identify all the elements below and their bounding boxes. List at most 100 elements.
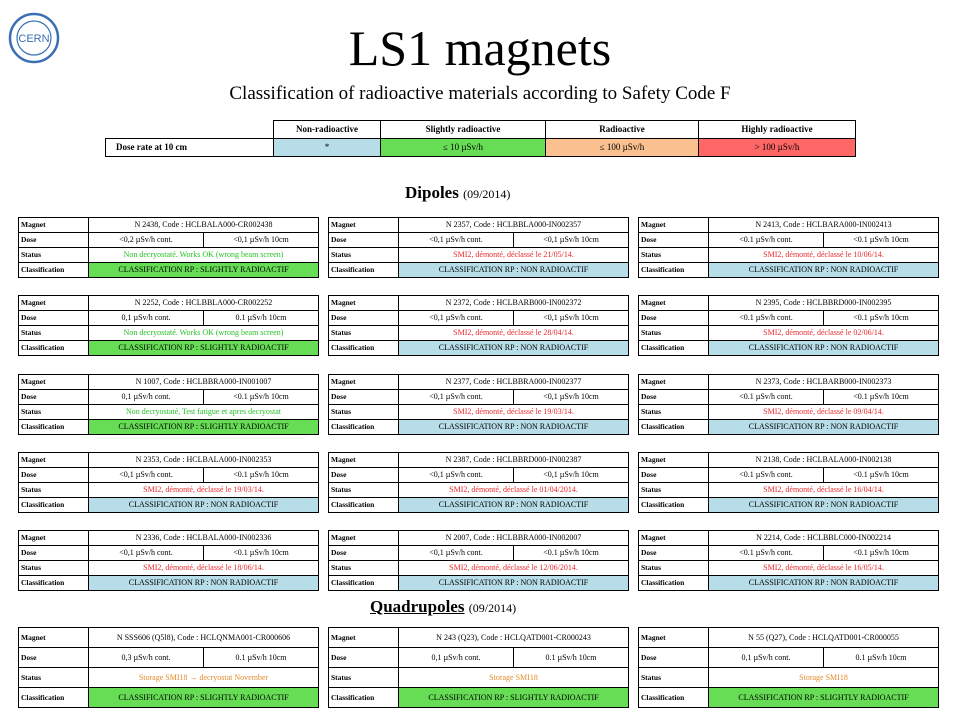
legend-row-label: Dose rate at 10 cm (105, 138, 274, 157)
row-label-status: Status (328, 404, 399, 420)
dose-10cm: <0.1 µSv/h 10cm (203, 545, 319, 561)
magnet-id: N 2336, Code : HCLBALA000-IN002336 (88, 530, 319, 546)
magnet-id: N 2373, Code : HCLBARB000-IN002373 (708, 374, 939, 390)
dose-contact: <0,1 µSv/h cont. (398, 232, 514, 248)
row-label-classification: Classification (638, 687, 709, 708)
magnet-card: Magnet N 2413, Code : HCLBARA000-IN002413… (638, 217, 939, 278)
rp-classification: CLASSIFICATION RP : NON RADIOACTIF (398, 419, 629, 435)
legend-header: Slightly radioactive (380, 120, 546, 139)
rp-classification: CLASSIFICATION RP : NON RADIOACTIF (708, 419, 939, 435)
magnet-status: SMI2, démonté, déclassé le 10/06/14. (708, 247, 939, 263)
row-label-status: Status (18, 404, 89, 420)
dose-10cm: 0.1 µSv/h 10cm (512, 647, 630, 668)
row-label-status: Status (328, 667, 399, 688)
magnet-card: Magnet N 2357, Code : HCLBBLA000-IN002357… (328, 217, 630, 278)
dose-contact: <0.1 µSv/h cont. (708, 467, 824, 483)
row-label-status: Status (638, 482, 709, 498)
row-label-status: Status (638, 247, 709, 263)
magnet-id: N 2007, Code : HCLBBRA000-IN002007 (398, 530, 629, 546)
row-label-status: Status (328, 560, 399, 576)
row-label-classification: Classification (328, 497, 399, 513)
legend-value-radio: ≤ 100 µSv/h (545, 138, 699, 157)
row-label-classification: Classification (18, 262, 89, 278)
magnet-id: N 2387, Code : HCLBBRD000-IN002387 (398, 452, 629, 468)
magnet-id: N 55 (Q27), Code : HCLQATD001-CR000055 (707, 627, 940, 648)
rp-classification: CLASSIFICATION RP : SLIGHTLY RADIOACTIF (88, 419, 319, 435)
magnet-card: Magnet N 2372, Code : HCLBARB000-IN002372… (328, 295, 629, 356)
row-label-magnet: Magnet (328, 217, 399, 233)
row-label-classification: Classification (18, 497, 89, 513)
magnet-card: Magnet N 1007, Code : HCLBBRA000-IN001007… (18, 374, 319, 435)
magnet-id: N 2252, Code : HCLBBLA000-CR002252 (88, 295, 319, 311)
row-label-classification: Classification (328, 575, 399, 591)
row-label-dose: Dose (18, 389, 89, 405)
rp-classification: CLASSIFICATION RP : NON RADIOACTIF (397, 262, 630, 278)
rp-classification: CLASSIFICATION RP : NON RADIOACTIF (398, 575, 629, 591)
rp-classification: CLASSIFICATION RP : NON RADIOACTIF (707, 575, 940, 591)
magnet-id: N 243 (Q23), Code : HCLQATD001-CR000243 (397, 627, 630, 648)
row-label-status: Status (328, 247, 399, 263)
magnet-id: N 2377, Code : HCLBBRA000-IN002377 (398, 374, 629, 390)
magnet-card: Magnet N 2007, Code : HCLBBRA000-IN002007… (328, 530, 629, 591)
legend-header: Highly radioactive (698, 120, 856, 139)
rp-classification: CLASSIFICATION RP : SLIGHTLY RADIOACTIF (707, 687, 940, 708)
row-label-status: Status (18, 482, 89, 498)
magnet-card: Magnet N 2373, Code : HCLBARB000-IN002373… (638, 374, 939, 435)
cern-logo: CERN (8, 12, 60, 64)
row-label-dose: Dose (638, 310, 709, 326)
magnet-card: Magnet N 243 (Q23), Code : HCLQATD001-CR0… (328, 627, 630, 708)
row-label-magnet: Magnet (638, 374, 709, 390)
magnet-card: Magnet N 2214, Code : HCLBBLC000-IN002214… (638, 530, 940, 591)
rp-classification: CLASSIFICATION RP : NON RADIOACTIF (708, 340, 939, 356)
row-label-dose: Dose (328, 232, 399, 248)
row-label-status: Status (18, 325, 89, 341)
dose-contact: <0,1 µSv/h cont. (398, 310, 514, 326)
rp-classification: CLASSIFICATION RP : SLIGHTLY RADIOACTIF (88, 262, 319, 278)
legend-header: Non-radioactive (273, 120, 381, 139)
row-label-dose: Dose (328, 310, 399, 326)
magnet-id: N 1007, Code : HCLBBRA000-IN001007 (88, 374, 319, 390)
dose-10cm: 0.1 µSv/h 10cm (203, 310, 319, 326)
dose-10cm: <0,1 µSv/h 10cm (513, 467, 629, 483)
rp-classification: CLASSIFICATION RP : NON RADIOACTIF (88, 575, 319, 591)
magnet-card: Magnet N 2252, Code : HCLBBLA000-CR002252… (18, 295, 319, 356)
magnet-card: Magnet N 2353, Code : HCLBALA000-IN002353… (18, 452, 319, 513)
row-label-magnet: Magnet (328, 374, 399, 390)
dose-contact: 0,3 µSv/h cont. (88, 647, 204, 668)
row-label-classification: Classification (328, 687, 399, 708)
rp-classification: CLASSIFICATION RP : NON RADIOACTIF (708, 262, 939, 278)
legend-value-high: > 100 µSv/h (698, 138, 856, 157)
magnet-status: Storage SMI18 → decryostat November (88, 667, 319, 688)
rp-classification: CLASSIFICATION RP : NON RADIOACTIF (398, 340, 629, 356)
magnet-status: SMI2, démonté, déclassé le 12/06/2014. (398, 560, 629, 576)
row-label-dose: Dose (18, 232, 89, 248)
quadrupoles-title: Quadrupoles (370, 597, 465, 616)
row-label-dose: Dose (328, 545, 399, 561)
dose-10cm: <0,1 µSv/h 10cm (203, 232, 319, 248)
row-label-status: Status (638, 404, 709, 420)
page-title: LS1 magnets (348, 20, 612, 76)
row-label-classification: Classification (18, 575, 89, 591)
magnet-card: Magnet N 2395, Code : HCLBBRD000-IN002395… (638, 295, 939, 356)
magnet-id: N 2138, Code : HCLBALA000-IN002138 (708, 452, 939, 468)
row-label-magnet: Magnet (328, 452, 399, 468)
magnet-status: SMI2, démonté, déclassé le 18/06/14. (88, 560, 319, 576)
quadrupoles-date: (09/2014) (468, 601, 517, 615)
magnet-id: N 2353, Code : HCLBALA000-IN002353 (88, 452, 319, 468)
magnet-id: N 2413, Code : HCLBARA000-IN002413 (708, 217, 939, 233)
row-label-dose: Dose (638, 389, 709, 405)
row-label-magnet: Magnet (328, 295, 399, 311)
row-label-classification: Classification (18, 419, 89, 435)
dose-contact: 0,1 µSv/h cont. (708, 647, 824, 668)
row-label-classification: Classification (638, 340, 709, 356)
row-label-magnet: Magnet (18, 530, 89, 546)
row-label-magnet: Magnet (18, 452, 89, 468)
row-label-magnet: Magnet (638, 295, 709, 311)
row-label-classification: Classification (18, 340, 89, 356)
dose-contact: 0,1 µSv/h cont. (398, 647, 514, 668)
magnet-status: SMI2, démonté, déclassé le 21/05/14. (397, 247, 630, 263)
row-label-status: Status (18, 247, 89, 263)
dose-10cm: <0.1 µSv/h 10cm (203, 389, 319, 405)
magnet-status: SMI2, démonté, déclassé le 19/03/14. (398, 404, 629, 420)
legend-header: Radioactive (545, 120, 699, 139)
